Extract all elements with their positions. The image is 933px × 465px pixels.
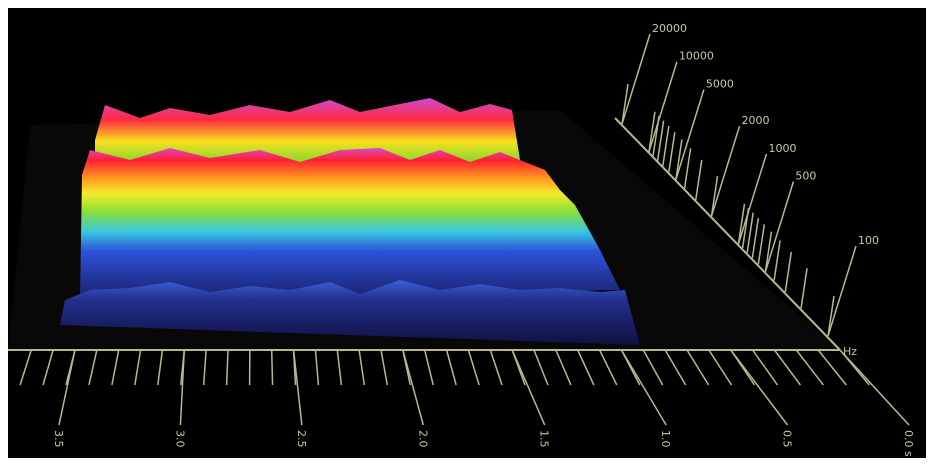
- surface-middle: [80, 148, 620, 300]
- z-tick-label: 500: [795, 170, 816, 183]
- z-axis-label: Hz: [843, 345, 857, 358]
- x-tick-label: 2.0: [416, 430, 429, 448]
- chart: 3.53.02.52.01.51.00.50.0 s10050010002000…: [0, 0, 933, 465]
- z-tick-label: 100: [858, 234, 879, 247]
- x-tick-label: 1.0: [659, 430, 672, 448]
- x-tick-label: 2.5: [295, 430, 308, 448]
- z-tick-label: 2000: [742, 114, 770, 127]
- z-tick-label: 5000: [706, 77, 734, 90]
- x-minor-tick: [272, 350, 273, 385]
- z-tick-label: 10000: [679, 50, 714, 63]
- x-tick-label: 0.5: [781, 430, 794, 448]
- x-tick-label: 3.5: [52, 430, 65, 448]
- x-tick-label: 1.5: [538, 430, 551, 448]
- page: 3.53.02.52.01.51.00.50.0 s10050010002000…: [0, 0, 933, 465]
- z-tick-label: 20000: [652, 22, 687, 35]
- z-tick-label: 1000: [768, 142, 796, 155]
- x-tick-label: 3.0: [173, 430, 186, 448]
